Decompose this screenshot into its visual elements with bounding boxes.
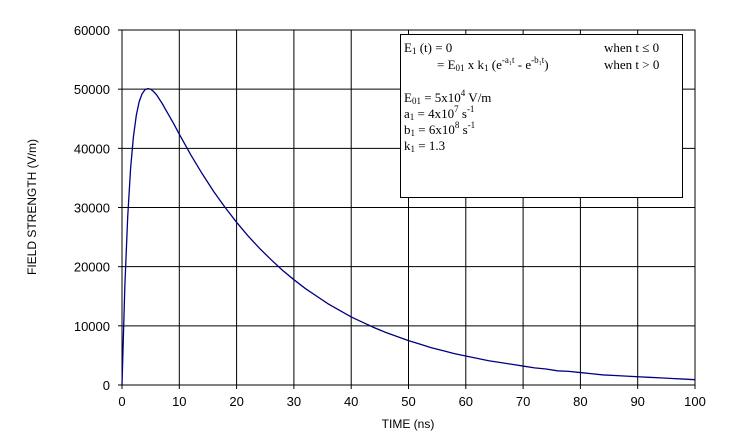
param-a1-c: s [458,106,467,121]
x-tick-label: 30 [287,394,301,409]
y-tick-label: 50000 [74,82,110,97]
param-b1-sub: 1 [410,128,416,138]
param-a1-exp: 7 [454,104,459,114]
formula-l2-a: = E [437,57,456,72]
y-tick-label: 20000 [74,260,110,275]
param-b1-a: b [404,122,411,137]
formula-l2-e: ) [544,57,549,72]
param-k1: k1 = 1.3 [404,138,446,154]
formula-l2-d: - e [514,57,532,72]
formula-l1-b: (t) = 0 [416,40,453,55]
x-tick-label: 10 [172,394,186,409]
x-tick-label: 0 [118,394,125,409]
x-tick-label: 80 [573,394,587,409]
formula-l1-a: E [404,40,412,55]
formula-l2-exp2: -b₁t [531,55,545,65]
param-a1-unit-exp: -1 [466,104,475,114]
param-a1: a1 = 4x107 s-1 [404,104,475,122]
formula-box: E1 (t) = 0 when t ≤ 0 = E01 x k1 (e-a₁t … [400,34,683,198]
y-axis-label: FIELD STRENGTH (V/m) [25,139,39,275]
param-e01: E01 = 5x104 V/m [404,88,492,106]
param-e01-exp: 4 [460,88,466,98]
formula-line-2: = E01 x k1 (e-a₁t - e-b₁t) [437,55,549,73]
param-b1-exp: 8 [454,120,460,130]
param-k1-a: k [404,138,411,153]
formula-l2-b-sub: 1 [484,63,489,73]
x-axis-label: TIME (ns) [382,417,435,431]
formula-l2-cond: when t > 0 [604,57,660,72]
x-tick-label: 40 [344,394,358,409]
param-b1-unit-exp: -1 [467,120,476,130]
y-tick-label: 10000 [74,319,110,334]
formula-l1-cond: when t ≤ 0 [604,40,660,55]
y-tick-label: 60000 [74,23,110,38]
y-tick-label: 30000 [74,201,110,216]
param-k1-b: = 1.3 [415,138,446,153]
param-b1: b1 = 6x108 s-1 [404,120,476,138]
formula-l2-a-sub: 01 [455,63,465,73]
y-axis-ticks: 0 10000 20000 30000 40000 50000 60000 [74,23,110,393]
param-e01-a: E [404,90,412,105]
param-a1-sub: 1 [409,112,415,122]
formula-l1-a-sub: 1 [411,46,417,56]
formula-l2-exp1: -a₁t [501,55,515,65]
param-b1-b: = 6x10 [415,122,455,137]
x-tick-label: 20 [229,394,243,409]
x-axis-ticks: 0 10 20 30 40 50 60 70 80 90 100 [118,394,705,409]
x-tick-label: 90 [630,394,644,409]
param-b1-c: s [459,122,468,137]
param-e01-c: V/m [465,90,492,105]
formula-line-1-condition: when t ≤ 0 [604,40,659,55]
param-k1-sub: 1 [410,144,416,154]
x-tick-label: 70 [516,394,530,409]
x-tick-label: 50 [401,394,415,409]
param-e01-b: = 5x10 [420,90,461,105]
y-tick-label: 40000 [74,141,110,156]
param-e01-sub: 01 [411,96,421,106]
x-tick-label: 100 [684,394,706,409]
y-tick-label: 0 [103,378,110,393]
formula-l2-b: x k [464,57,485,72]
formula-l2-c: (e [488,57,502,72]
x-tick-label: 60 [459,394,473,409]
series-line [121,87,696,386]
param-a1-a: a [404,106,410,121]
formula-line-2-condition: when t > 0 [604,57,659,72]
formula-line-1: E1 (t) = 0 [404,40,453,56]
param-a1-b: = 4x10 [414,106,455,121]
